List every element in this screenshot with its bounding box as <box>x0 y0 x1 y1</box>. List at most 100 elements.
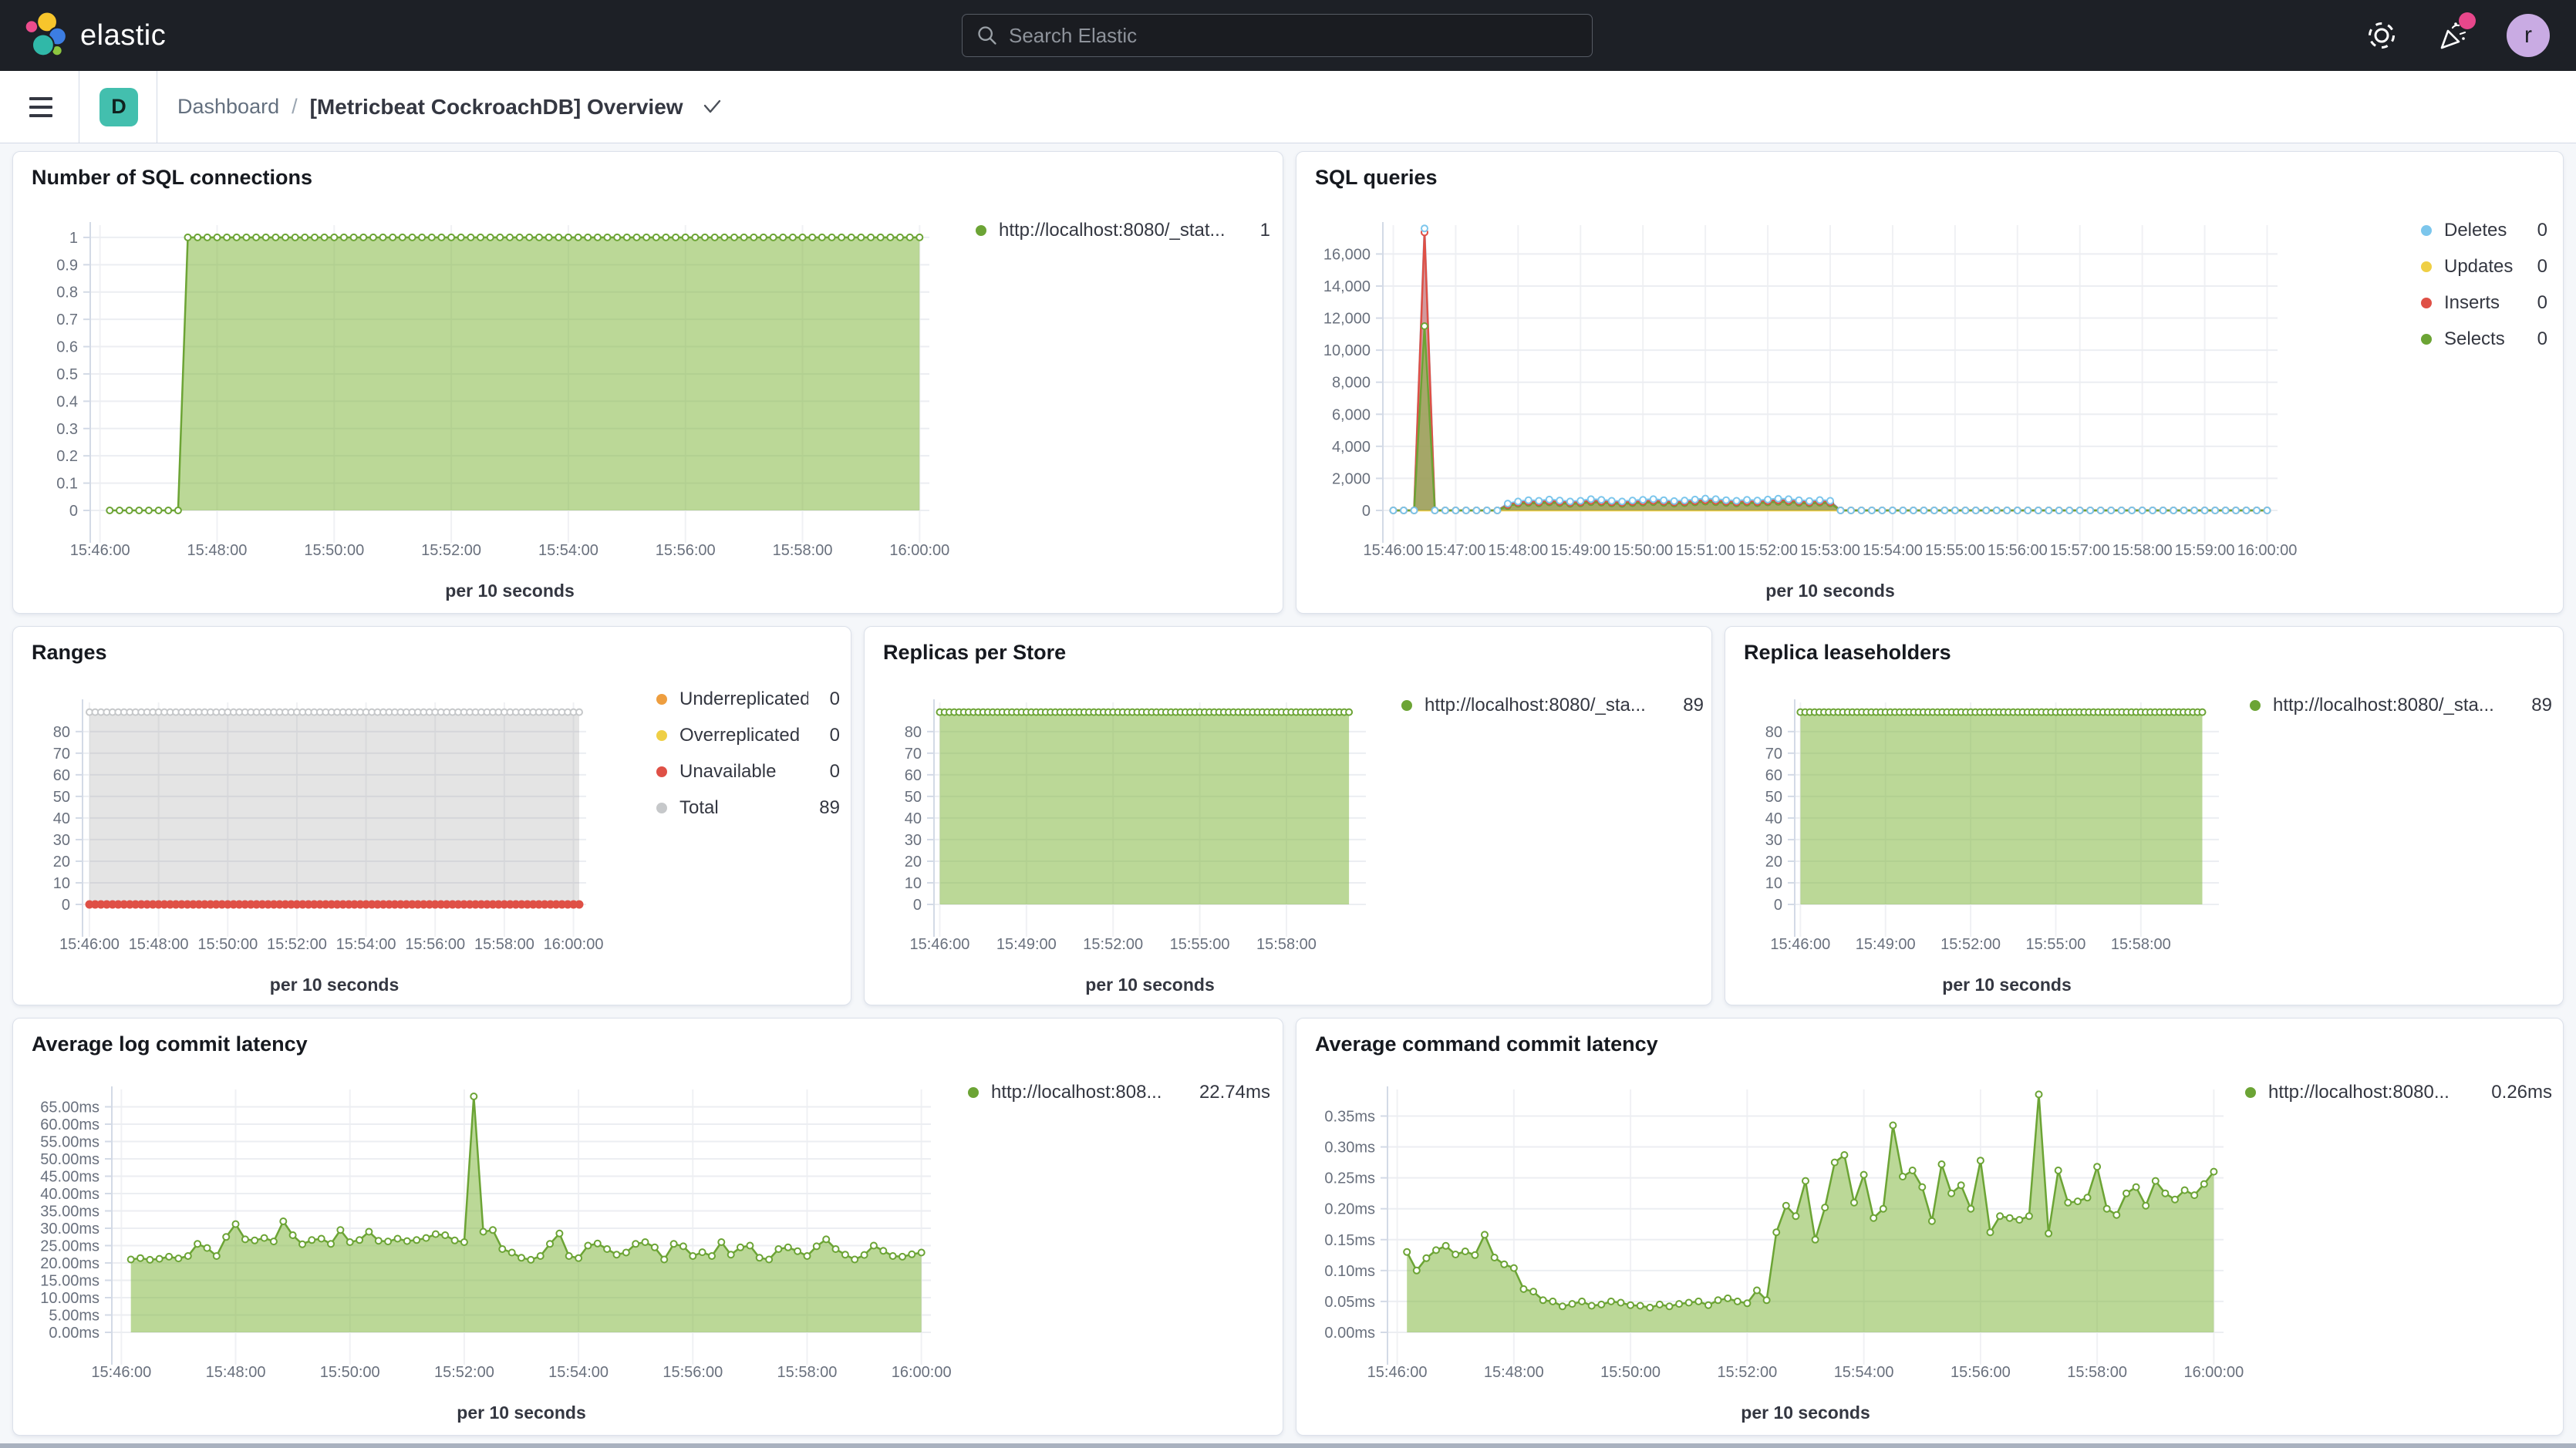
legend-item[interactable]: http://localhost:8080... 0.26ms <box>2245 1082 2552 1103</box>
svg-text:0.15ms: 0.15ms <box>1324 1232 1375 1249</box>
title-options-button[interactable] <box>700 97 723 117</box>
chart-legend: http://localhost:8080/_sta... 89 <box>1401 695 1704 716</box>
avg-command-commit-latency-chart[interactable]: 15:46:00 15:48:00 15:50:00 15:52:00 15:54:00… <box>1296 1019 2564 1436</box>
svg-text:80: 80 <box>905 724 922 741</box>
svg-text:15:58:00: 15:58:00 <box>474 936 534 953</box>
legend-series-value: 0 <box>2537 220 2547 241</box>
legend-series-label: http://localhost:8080/_sta... <box>1425 695 1646 716</box>
legend-item[interactable]: http://localhost:8080/_sta... 89 <box>2250 695 2552 716</box>
elastic-logo[interactable]: elastic <box>22 12 166 59</box>
legend-series-dot <box>968 1087 979 1098</box>
menu-button[interactable] <box>29 92 60 123</box>
legend-series-label: Unavailable <box>679 761 777 782</box>
legend-series-dot <box>2250 700 2261 711</box>
svg-text:15:46:00: 15:46:00 <box>70 542 130 559</box>
search-input[interactable] <box>1009 23 1578 48</box>
svg-text:15:55:00: 15:55:00 <box>2026 936 2086 953</box>
svg-text:15:58:00: 15:58:00 <box>777 1364 838 1381</box>
svg-text:0.25ms: 0.25ms <box>1324 1170 1375 1187</box>
svg-text:0.5: 0.5 <box>56 366 78 383</box>
svg-text:0.10ms: 0.10ms <box>1324 1263 1375 1280</box>
svg-text:0.3: 0.3 <box>56 421 78 438</box>
ranges-chart[interactable]: 15:46:00 15:48:00 15:50:00 15:52:00 15:54:00… <box>13 627 852 1006</box>
panel-title[interactable]: SQL queries <box>1315 166 1438 189</box>
legend-series-dot <box>2421 298 2432 308</box>
legend-item[interactable]: Underreplicated 0 <box>656 689 840 710</box>
svg-text:15:52:00: 15:52:00 <box>421 542 481 559</box>
legend-series-value: 0 <box>829 689 840 709</box>
help-button[interactable] <box>2365 19 2399 52</box>
svg-text:20.00ms: 20.00ms <box>40 1255 99 1272</box>
legend-series-dot <box>656 694 667 705</box>
svg-text:35.00ms: 35.00ms <box>40 1204 99 1221</box>
replicas-per-store-chart[interactable]: 15:46:00 15:49:00 15:52:00 15:55:00 15:58:00… <box>865 627 1713 1006</box>
panel-title[interactable]: Replicas per Store <box>883 641 1067 664</box>
svg-text:10: 10 <box>1765 875 1782 892</box>
svg-text:15:46:00: 15:46:00 <box>910 936 970 953</box>
svg-text:15:46:00: 15:46:00 <box>1367 1364 1428 1381</box>
global-search[interactable] <box>962 14 1593 57</box>
legend-series-value: 0.26ms <box>2491 1082 2552 1103</box>
breadcrumb-dashboard-link[interactable]: Dashboard <box>177 95 280 118</box>
svg-text:per 10 seconds: per 10 seconds <box>1085 975 1214 995</box>
svg-text:15:58:00: 15:58:00 <box>2112 542 2173 559</box>
breadcrumb: Dashboard / [Metricbeat CockroachDB] Ove… <box>177 95 723 120</box>
svg-text:0.05ms: 0.05ms <box>1324 1294 1375 1311</box>
svg-text:80: 80 <box>53 724 70 741</box>
legend-item[interactable]: http://localhost:8080/_sta... 89 <box>1401 695 1704 716</box>
panel-title[interactable]: Replica leaseholders <box>1744 641 1951 664</box>
legend-item[interactable]: Unavailable 0 <box>656 761 840 783</box>
svg-text:30.00ms: 30.00ms <box>40 1221 99 1238</box>
svg-text:40.00ms: 40.00ms <box>40 1186 99 1203</box>
legend-item[interactable]: Inserts 0 <box>2421 292 2547 314</box>
space-badge[interactable]: D <box>99 87 138 126</box>
sql-queries-chart[interactable]: 15:46:00 15:47:00 15:48:00 15:49:00 15:50:00… <box>1296 152 2564 615</box>
svg-text:16:00:00: 16:00:00 <box>544 936 604 953</box>
svg-text:40: 40 <box>53 810 70 827</box>
svg-text:15:49:00: 15:49:00 <box>996 936 1057 953</box>
legend-series-label: http://localhost:8080... <box>2268 1082 2450 1103</box>
svg-text:0: 0 <box>69 503 78 520</box>
legend-item[interactable]: Total 89 <box>656 797 840 819</box>
svg-text:0.20ms: 0.20ms <box>1324 1201 1375 1218</box>
svg-text:per 10 seconds: per 10 seconds <box>1765 581 1894 601</box>
avg-log-commit-latency-chart[interactable]: 15:46:00 15:48:00 15:50:00 15:52:00 15:54:00… <box>13 1019 1284 1436</box>
legend-item[interactable]: http://localhost:808... 22.74ms <box>968 1082 1270 1103</box>
legend-series-dot <box>656 730 667 741</box>
svg-text:25.00ms: 25.00ms <box>40 1238 99 1255</box>
panel-title[interactable]: Number of SQL connections <box>32 166 313 189</box>
svg-text:15:48:00: 15:48:00 <box>206 1364 266 1381</box>
horizontal-scrollbar[interactable] <box>0 1443 2576 1448</box>
life-ring-icon <box>2369 22 2395 49</box>
legend-series-value: 89 <box>2531 695 2552 716</box>
avatar[interactable]: r <box>2507 14 2550 57</box>
legend-item[interactable]: http://localhost:8080/_stat... 1 <box>976 220 1270 241</box>
panel-title[interactable]: Average log commit latency <box>32 1032 308 1056</box>
svg-text:15:56:00: 15:56:00 <box>1988 542 2048 559</box>
chevron-down-icon <box>703 99 720 113</box>
svg-text:per 10 seconds: per 10 seconds <box>1942 975 2071 995</box>
panel-title[interactable]: Average command commit latency <box>1315 1032 1658 1056</box>
svg-text:0: 0 <box>62 897 70 914</box>
svg-text:15:52:00: 15:52:00 <box>1738 542 1798 559</box>
panel-title[interactable]: Ranges <box>32 641 107 664</box>
svg-text:40: 40 <box>1765 810 1782 827</box>
svg-text:60: 60 <box>905 767 922 784</box>
sql-connections-chart[interactable]: 15:46:00 15:48:00 15:50:00 15:52:00 15:54:00… <box>13 152 1284 615</box>
svg-text:45.00ms: 45.00ms <box>40 1169 99 1186</box>
legend-item[interactable]: Overreplicated 0 <box>656 725 840 746</box>
svg-text:15:53:00: 15:53:00 <box>1800 542 1860 559</box>
chart-legend: http://localhost:8080/_sta... 89 <box>2250 695 2552 716</box>
legend-item[interactable]: Updates 0 <box>2421 256 2547 278</box>
legend-series-dot <box>656 803 667 813</box>
legend-series-value: 0 <box>2537 256 2547 277</box>
legend-item[interactable]: Selects 0 <box>2421 328 2547 350</box>
svg-text:20: 20 <box>905 854 922 870</box>
replica-leaseholders-chart[interactable]: 15:46:00 15:49:00 15:52:00 15:55:00 15:58:00… <box>1725 627 2564 1006</box>
legend-series-dot <box>2245 1087 2256 1098</box>
news-button[interactable] <box>2436 12 2476 52</box>
svg-text:15:59:00: 15:59:00 <box>2175 542 2235 559</box>
chart-legend: http://localhost:8080... 0.26ms <box>2245 1082 2552 1103</box>
svg-text:15:46:00: 15:46:00 <box>1364 542 1424 559</box>
legend-item[interactable]: Deletes 0 <box>2421 220 2547 241</box>
